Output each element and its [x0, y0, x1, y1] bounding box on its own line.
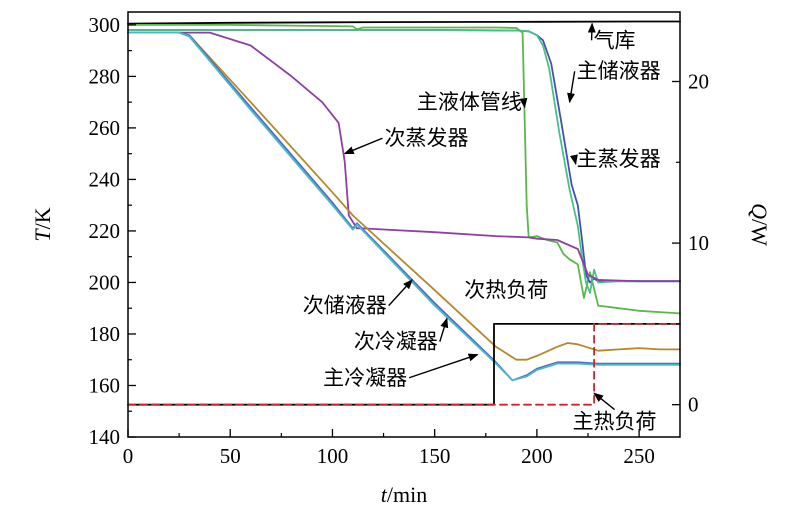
annotation-label: 气库	[594, 28, 636, 52]
annotation-arrow	[519, 97, 528, 109]
plot-frame	[127, 11, 681, 438]
x-tick-label: 50	[220, 444, 241, 468]
annotation-arrow	[587, 22, 596, 41]
annotation-label: 次储液器	[303, 294, 387, 318]
series-line-e6b094e5ba93	[127, 20, 681, 25]
y-left-tick-label: 140	[89, 425, 121, 449]
y-left-tick-label: 300	[89, 13, 121, 37]
y-left-axis-title: T/K	[30, 207, 55, 241]
annotation-arrow	[569, 154, 578, 165]
y-left-tick-label: 180	[89, 322, 121, 346]
y-right-tick-label: 0	[688, 393, 699, 417]
annotation-label: 主液体管线	[417, 90, 522, 114]
y-left-axis-symbol: T	[30, 228, 55, 242]
x-tick-label: 150	[419, 444, 451, 468]
annotation-label: 次热负荷	[464, 278, 548, 302]
x-tick-label: 200	[521, 444, 553, 468]
y-left-tick-label: 200	[89, 270, 121, 294]
annotation-arrow	[593, 392, 616, 411]
series-line-e6aca1e582a8e6b6b2e599a8	[127, 31, 681, 361]
y-right-axis-unit: /W	[747, 219, 772, 246]
y-left-tick-label: 240	[89, 167, 121, 191]
series-line-e6aca1e892b8e58f91e599a8	[127, 31, 681, 283]
x-axis-title: t/min	[381, 482, 427, 507]
y-left-tick-label: 220	[89, 219, 121, 243]
annotation-label: 主储液器	[577, 59, 661, 83]
y-right-tick-label: 10	[688, 231, 709, 255]
x-tick-label: 100	[317, 444, 349, 468]
annotation-arrow	[343, 137, 383, 155]
series-line-e4b8bbe586b7e5879de599a8	[127, 31, 681, 382]
annotation-label: 次冷凝器	[354, 330, 438, 354]
annotation-arrow	[408, 353, 479, 379]
annotation-arrow	[567, 71, 576, 104]
series-line-e4b8bbe783ade8b49fe88db7	[127, 322, 681, 406]
annotation-label: 主热负荷	[573, 410, 657, 434]
y-right-axis-symbol: Q	[747, 203, 772, 219]
y-right-tick-label: 20	[688, 69, 709, 93]
series-line-e4b8bbe892b8e58f91e599a8	[127, 29, 681, 294]
y-left-tick-label: 280	[89, 64, 121, 88]
axis-layer: 0 50 100 150 200 2501401601802002202402602803…	[89, 13, 710, 468]
annotation-arrow	[439, 317, 449, 342]
x-axis-symbol: t	[381, 482, 388, 507]
annotation-label: 主冷凝器	[323, 366, 407, 390]
x-tick-label: 250	[623, 444, 655, 468]
annotation-label: 主蒸发器	[577, 147, 661, 171]
y-right-axis-title: Q/W	[747, 203, 772, 246]
series-line-e6aca1e586b7e5879de599a8	[127, 31, 681, 382]
x-axis-unit: /min	[387, 482, 427, 507]
annotation-label: 次蒸发器	[384, 126, 468, 150]
y-left-axis-unit: /K	[30, 207, 55, 229]
x-tick-label: 0	[123, 444, 134, 468]
y-left-tick-label: 260	[89, 116, 121, 140]
y-left-tick-label: 160	[89, 373, 121, 397]
series-layer	[127, 20, 681, 406]
annotation-arrow	[388, 279, 413, 307]
